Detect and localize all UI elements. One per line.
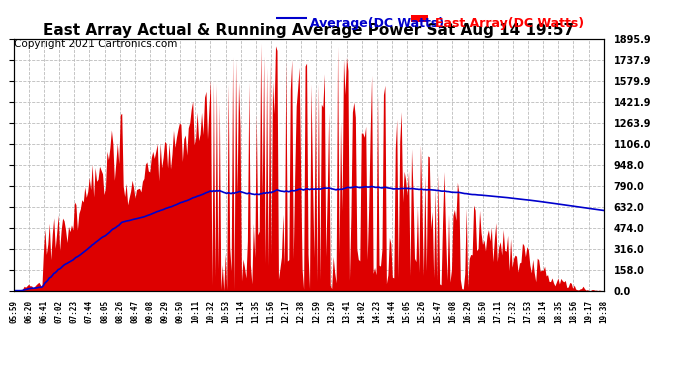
- Text: Copyright 2021 Cartronics.com: Copyright 2021 Cartronics.com: [14, 39, 177, 50]
- Title: East Array Actual & Running Average Power Sat Aug 14 19:57: East Array Actual & Running Average Powe…: [43, 23, 574, 38]
- Text: East Array(DC Watts): East Array(DC Watts): [435, 17, 584, 30]
- Text: Average(DC Watts): Average(DC Watts): [310, 17, 444, 30]
